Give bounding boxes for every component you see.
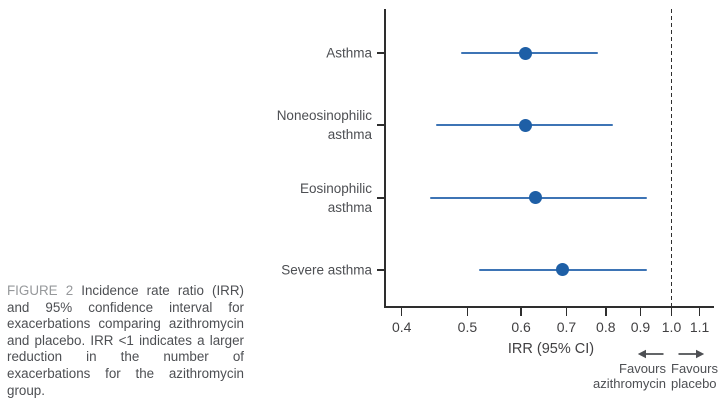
category-label: Eosinophilic asthma bbox=[299, 180, 372, 215]
category-tick bbox=[377, 268, 384, 271]
category-label: Noneosinophilic asthma bbox=[276, 108, 372, 143]
category-tick bbox=[377, 196, 384, 199]
x-axis-tick-label: 0.4 bbox=[391, 319, 412, 335]
x-axis-tick bbox=[565, 307, 568, 316]
x-axis-tick-label: 0.9 bbox=[630, 319, 651, 335]
category-tick bbox=[377, 124, 384, 127]
x-axis-tick bbox=[639, 307, 642, 316]
category-label: Asthma bbox=[326, 45, 372, 61]
category-label: Severe asthma bbox=[281, 262, 372, 278]
x-axis-line bbox=[384, 305, 714, 308]
favours-azithromycin: Favours azithromycin bbox=[593, 349, 666, 391]
figure-caption-label: FIGURE 2 bbox=[7, 283, 74, 298]
x-axis-tick-label: 0.5 bbox=[457, 319, 478, 335]
x-axis-tick bbox=[698, 307, 701, 316]
x-axis-tick-label: 0.7 bbox=[556, 319, 577, 335]
x-axis-tick bbox=[466, 307, 469, 316]
figure-caption-text: Incidence rate ratio (IRR) and 95% confi… bbox=[7, 283, 244, 398]
category-tick bbox=[377, 52, 384, 54]
x-axis-tick-label: 1.1 bbox=[689, 319, 710, 335]
favours-placebo: Favours placebo bbox=[671, 349, 718, 391]
irr-point-marker bbox=[555, 263, 569, 277]
right-arrow-icon bbox=[678, 349, 705, 359]
favours-placebo-label: Favours placebo bbox=[671, 361, 718, 391]
x-axis-tick bbox=[520, 307, 522, 316]
irr-point-marker bbox=[528, 191, 542, 205]
x-axis-tick bbox=[400, 307, 403, 316]
x-axis-tick-label: 0.8 bbox=[596, 319, 616, 335]
irr-point-marker bbox=[519, 118, 533, 132]
reference-line-irr-1 bbox=[670, 9, 673, 306]
x-axis-tick bbox=[670, 307, 673, 316]
x-axis-tick bbox=[604, 307, 607, 316]
left-arrow-icon bbox=[637, 349, 664, 359]
y-axis-line bbox=[384, 9, 386, 308]
figure-caption: FIGURE 2 Incidence rate ratio (IRR) and … bbox=[7, 283, 244, 399]
irr-point-marker bbox=[519, 46, 533, 60]
x-axis-title: IRR (95% CI) bbox=[507, 341, 595, 357]
favours-azithromycin-label: Favours azithromycin bbox=[593, 361, 666, 391]
x-axis-tick-label: 1.0 bbox=[661, 319, 682, 335]
x-axis-tick-label: 0.6 bbox=[511, 319, 531, 335]
